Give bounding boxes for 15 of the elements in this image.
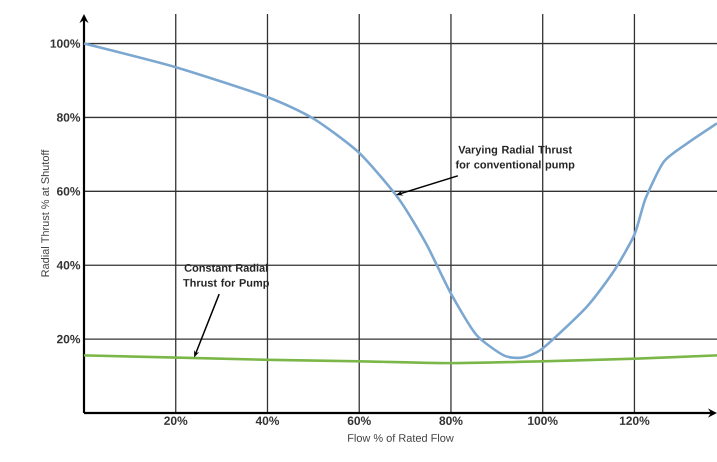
y-tick-label: 20%: [56, 334, 80, 344]
line-series: [82, 354, 717, 364]
x-tick-label: 80%: [439, 416, 463, 425]
x-axis-title: Flow % of Rated Flow: [348, 434, 454, 442]
y-tick-label: 100%: [50, 39, 80, 48]
y-axis-title: Radial Thrust % at Shutoff: [40, 150, 50, 276]
y-tick-label: 60%: [56, 187, 80, 196]
x-tick-label: 120%: [620, 416, 650, 425]
x-tick-label: 40%: [256, 416, 280, 425]
y-tick-label: 40%: [56, 260, 80, 270]
x-tick-label: 100%: [528, 416, 558, 425]
x-tick-label: 20%: [164, 416, 188, 425]
y-tick-label: 80%: [56, 113, 80, 122]
x-tick-label: 60%: [348, 416, 371, 425]
line-series: [82, 42, 717, 360]
